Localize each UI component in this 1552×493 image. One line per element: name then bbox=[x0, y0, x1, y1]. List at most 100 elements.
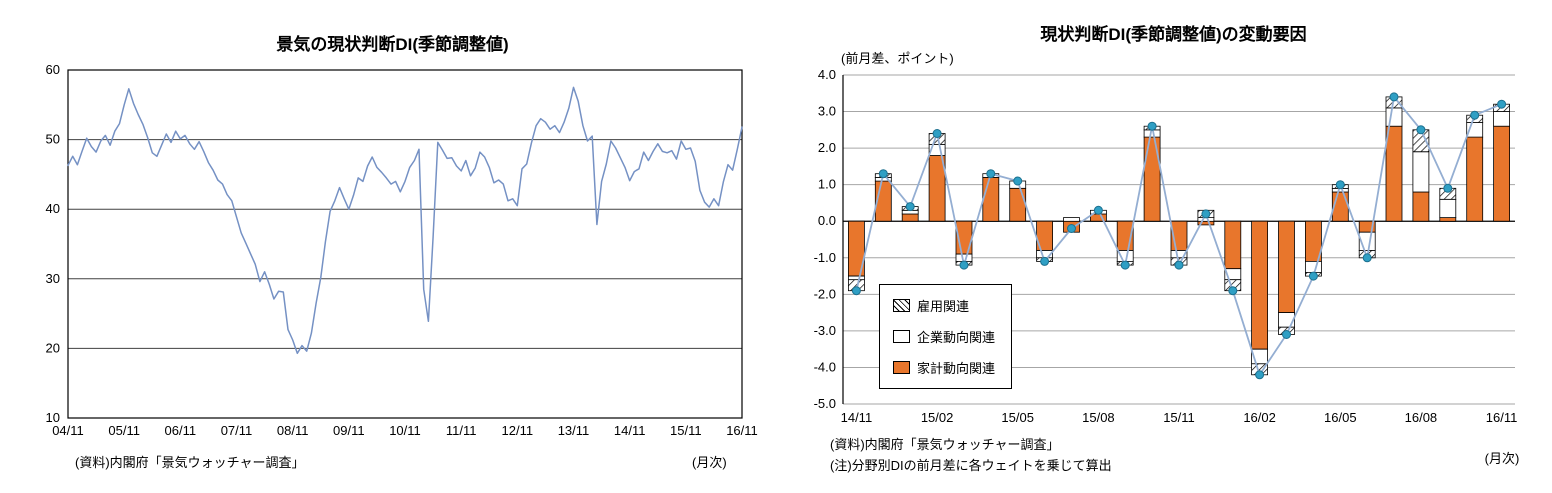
x-tick-label: 04/11 bbox=[52, 423, 84, 438]
line-marker bbox=[1416, 125, 1426, 135]
bar-segment-orange bbox=[982, 177, 1000, 222]
line-marker bbox=[1255, 370, 1265, 380]
x-tick-label: 06/11 bbox=[165, 423, 197, 438]
x-tick-label: 11/11 bbox=[446, 423, 477, 438]
line-marker bbox=[959, 260, 969, 270]
line-marker bbox=[1470, 110, 1480, 120]
legend-label-employment: 雇用関連 bbox=[917, 299, 970, 314]
right-source-note: (資料)内閣府「景気ウォッチャー調査」 bbox=[830, 437, 1060, 452]
line-marker bbox=[1040, 256, 1050, 266]
left-frequency-note: (月次) bbox=[692, 455, 727, 470]
bar-segment-orange bbox=[1143, 136, 1161, 222]
x-tick-label: 16/05 bbox=[1324, 410, 1357, 425]
y-tick-label: 1.0 bbox=[818, 177, 836, 192]
x-tick-label: 09/11 bbox=[333, 423, 365, 438]
line-marker bbox=[1335, 180, 1345, 190]
bar-segment-white bbox=[1304, 260, 1322, 273]
right-chart-plot: 4.0 3.0 2.0 1.0 0.0 -1.0 -2.0 -3.0 -4.0 -5.0 14/11… bbox=[814, 67, 1518, 425]
x-tick-label: 07/11 bbox=[221, 423, 253, 438]
current-conditions-di-chart: 景気の現状判断DI(季節調整値) 10 20 30 40 50 60 04/11 05/11 0… bbox=[20, 0, 765, 493]
y-tick-label: 30 bbox=[46, 271, 60, 286]
bar-segment-white bbox=[1493, 111, 1510, 127]
line-marker bbox=[1120, 260, 1130, 270]
bar-segment-orange bbox=[1278, 220, 1295, 313]
bar-segment-white bbox=[1278, 312, 1295, 328]
line-marker bbox=[1201, 209, 1211, 219]
line-marker bbox=[1013, 176, 1023, 186]
line-marker bbox=[1093, 205, 1103, 215]
plot-border bbox=[67, 69, 743, 419]
bar-segment-orange bbox=[1412, 191, 1430, 222]
di-line bbox=[67, 86, 743, 355]
x-tick-label: 14/11 bbox=[614, 423, 646, 438]
y-tick-label: 20 bbox=[46, 340, 60, 355]
x-tick-label: 15/02 bbox=[921, 410, 954, 425]
bar-segment-white bbox=[1439, 198, 1457, 219]
x-tick-label: 10/11 bbox=[389, 423, 421, 438]
line-marker bbox=[1389, 92, 1399, 102]
bar-segment-white bbox=[848, 275, 865, 281]
y-tick-label: 50 bbox=[46, 132, 60, 147]
bar-segment-orange bbox=[1385, 125, 1403, 222]
line-marker bbox=[1308, 271, 1318, 281]
bar-segment-orange bbox=[1493, 125, 1510, 222]
line-marker bbox=[1147, 121, 1157, 131]
x-tick-label: 16/02 bbox=[1243, 410, 1276, 425]
x-tick-label: 15/05 bbox=[1001, 410, 1034, 425]
y-tick-label: 2.0 bbox=[818, 140, 836, 155]
line-marker bbox=[986, 169, 996, 179]
x-tick-label: 15/08 bbox=[1082, 410, 1115, 425]
right-method-note: (注)分野別DIの前月差に各ウェイトを乗じて算出 bbox=[830, 458, 1112, 473]
x-tick-label: 08/11 bbox=[277, 423, 309, 438]
line-marker bbox=[878, 169, 888, 179]
line-marker bbox=[1282, 330, 1291, 339]
x-tick-label: 14/11 bbox=[841, 410, 873, 425]
x-tick-label: 15/11 bbox=[1163, 410, 1195, 425]
x-tick-label: 16/11 bbox=[1486, 410, 1518, 425]
legend-item-household: 家計動向関連 bbox=[893, 358, 995, 377]
y-tick-label: -3.0 bbox=[814, 323, 836, 338]
bar-segment-white bbox=[1385, 107, 1403, 127]
y-tick-label: 40 bbox=[46, 201, 60, 216]
employment-swatch-icon bbox=[893, 299, 910, 312]
bar-segment-white bbox=[1063, 217, 1080, 222]
line-marker bbox=[932, 129, 942, 138]
line-marker bbox=[1362, 253, 1372, 263]
x-tick-label: 15/11 bbox=[670, 423, 702, 438]
y-tick-label: 10 bbox=[46, 410, 60, 425]
legend-item-corporate: 企業動向関連 bbox=[893, 327, 995, 346]
legend: 雇用関連 企業動向関連 家計動向関連 bbox=[879, 284, 1013, 389]
bar-segment-orange bbox=[1009, 187, 1027, 222]
line-marker bbox=[1228, 286, 1238, 296]
x-tick-label: 16/08 bbox=[1405, 410, 1438, 425]
x-tick-label: 12/11 bbox=[502, 423, 534, 438]
legend-label-household: 家計動向関連 bbox=[917, 361, 996, 376]
line-marker bbox=[1443, 183, 1453, 193]
x-tick-label: 16/11 bbox=[726, 423, 758, 438]
corporate-swatch-icon bbox=[893, 330, 910, 343]
bar-segment-orange bbox=[901, 213, 919, 222]
left-chart-plot: 10 20 30 40 50 60 04/11 05/11 06/11 07/11 08/11 09/… bbox=[46, 62, 758, 438]
bar-segment-orange bbox=[1439, 217, 1457, 222]
legend-item-employment: 雇用関連 bbox=[893, 296, 995, 315]
y-tick-label: -1.0 bbox=[814, 250, 836, 265]
y-tick-label: 4.0 bbox=[818, 67, 836, 82]
left-source-note: (資料)内閣府「景気ウォッチャー調査」 bbox=[75, 455, 305, 470]
legend-label-corporate: 企業動向関連 bbox=[917, 330, 996, 345]
line-marker bbox=[1497, 99, 1507, 109]
y-tick-label: -4.0 bbox=[814, 359, 836, 374]
y-tick-label: 60 bbox=[46, 62, 60, 77]
bar-segment-white bbox=[1412, 151, 1430, 193]
bar-segment-orange bbox=[1466, 136, 1484, 222]
di-change-factors-chart: 現状判断DI(季節調整値)の変動要因 (前月差、ポイント) 4.0 3.0 2.0 1… bbox=[795, 0, 1552, 493]
line-marker bbox=[851, 286, 861, 296]
bar-segment-orange bbox=[1224, 220, 1242, 270]
y-tick-label: -5.0 bbox=[814, 396, 836, 411]
bar-segment-white bbox=[955, 253, 973, 262]
y-tick-label: -2.0 bbox=[814, 286, 836, 301]
left-chart-title: 景気の現状判断DI(季節調整値) bbox=[276, 35, 509, 54]
right-chart-title: 現状判断DI(季節調整値)の変動要因 bbox=[1040, 25, 1307, 44]
y-tick-label: 0.0 bbox=[818, 213, 836, 228]
y-axis-unit-label: (前月差、ポイント) bbox=[841, 51, 954, 66]
